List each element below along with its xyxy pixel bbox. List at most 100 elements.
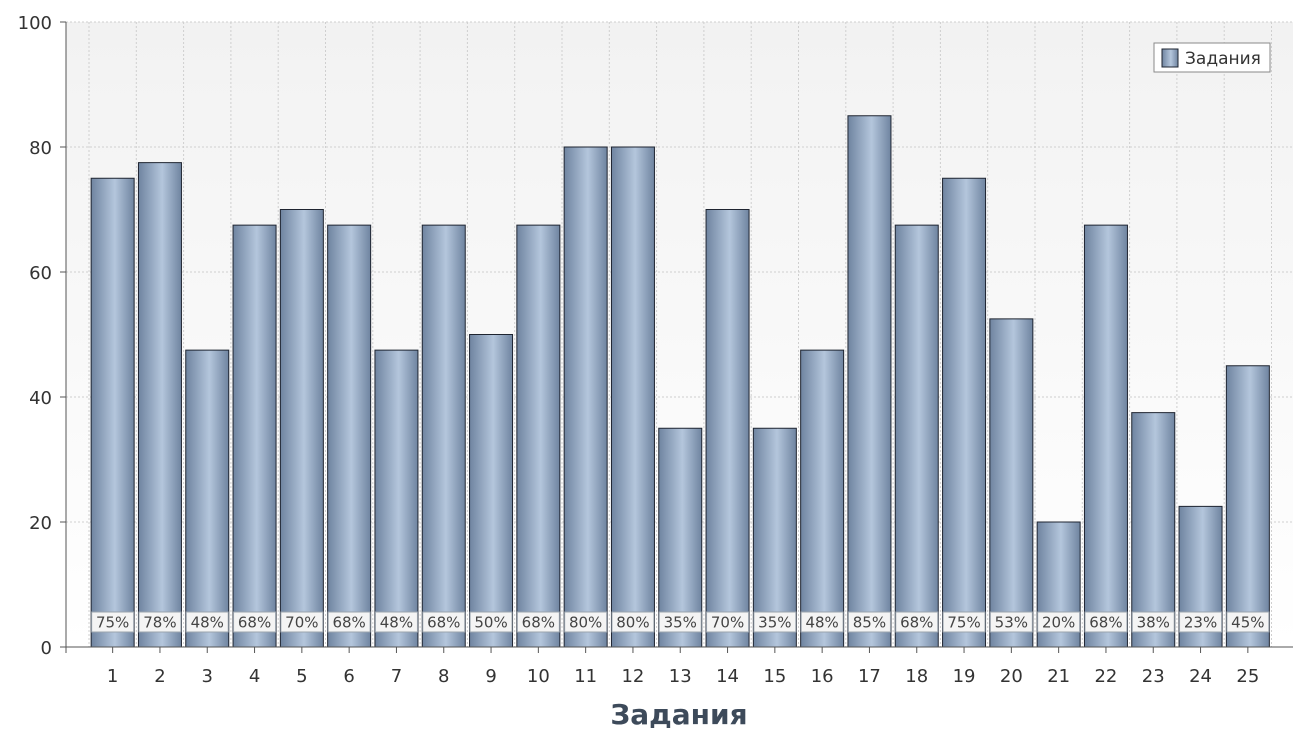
data-label-box <box>280 611 324 633</box>
data-label-box <box>1131 611 1175 633</box>
x-tick-label: 24 <box>1189 666 1212 687</box>
data-label: 20% <box>1042 614 1075 632</box>
bar[interactable] <box>705 209 750 648</box>
bar[interactable] <box>327 224 372 648</box>
x-tick-label: 22 <box>1094 666 1117 687</box>
bar[interactable] <box>989 318 1034 648</box>
bar[interactable] <box>185 349 230 648</box>
x-tick-label: 16 <box>811 666 834 687</box>
bar[interactable] <box>374 349 419 648</box>
bar[interactable] <box>469 334 514 648</box>
data-label-box <box>611 611 655 633</box>
data-label: 68% <box>427 614 460 632</box>
y-tick-label: 100 <box>18 13 52 34</box>
bar[interactable] <box>800 349 845 648</box>
data-label: 70% <box>711 614 744 632</box>
x-tick-label: 14 <box>716 666 739 687</box>
data-label-box <box>989 611 1033 633</box>
x-tick-label: 6 <box>343 666 354 687</box>
data-label-box <box>564 611 608 633</box>
bar[interactable] <box>610 146 655 648</box>
bar[interactable] <box>421 224 466 648</box>
data-label-box <box>895 611 939 633</box>
x-tick-label: 21 <box>1047 666 1070 687</box>
y-tick-label: 0 <box>41 638 52 659</box>
x-tick-label: 12 <box>621 666 644 687</box>
x-tick-label: 20 <box>1000 666 1023 687</box>
data-label: 68% <box>332 614 365 632</box>
y-tick-label: 20 <box>29 513 52 534</box>
data-label-box <box>753 611 797 633</box>
data-label-box <box>800 611 844 633</box>
bar[interactable] <box>232 224 277 648</box>
bar[interactable] <box>279 209 324 648</box>
legend-label: Задания <box>1185 49 1261 69</box>
data-label: 50% <box>474 614 507 632</box>
x-tick-label: 15 <box>763 666 786 687</box>
x-tick-label: 9 <box>485 666 496 687</box>
data-label: 70% <box>285 614 318 632</box>
x-tick-label: 1 <box>107 666 118 687</box>
x-tick-label: 5 <box>296 666 307 687</box>
data-label: 80% <box>569 614 602 632</box>
data-label-box <box>138 611 182 633</box>
y-tick-label: 40 <box>29 388 52 409</box>
data-label-box <box>185 611 229 633</box>
data-label-box <box>327 611 371 633</box>
data-label: 23% <box>1184 614 1217 632</box>
data-label: 78% <box>143 614 176 632</box>
data-label-box <box>422 611 466 633</box>
x-tick-label: 19 <box>953 666 976 687</box>
data-label-box <box>469 611 513 633</box>
data-label-box <box>706 611 750 633</box>
data-label: 45% <box>1231 614 1264 632</box>
x-tick-label: 8 <box>438 666 449 687</box>
data-label-box <box>91 611 135 633</box>
data-label: 68% <box>1089 614 1122 632</box>
data-label-box <box>847 611 891 633</box>
bar[interactable] <box>137 162 182 648</box>
data-label: 68% <box>900 614 933 632</box>
bar[interactable] <box>516 224 561 648</box>
x-tick-label: 18 <box>905 666 928 687</box>
x-tick-label: 4 <box>249 666 260 687</box>
data-label-box <box>658 611 702 633</box>
data-label: 75% <box>96 614 129 632</box>
x-tick-label: 3 <box>202 666 213 687</box>
data-label: 35% <box>758 614 791 632</box>
y-tick-label: 80 <box>29 138 52 159</box>
bar[interactable] <box>942 177 987 648</box>
data-label-box <box>516 611 560 633</box>
data-label-box <box>374 611 418 633</box>
bar[interactable] <box>847 115 892 648</box>
x-tick-label: 10 <box>527 666 550 687</box>
data-label-box <box>1179 611 1223 633</box>
bar[interactable] <box>1131 412 1176 648</box>
bar[interactable] <box>1225 365 1270 648</box>
data-label: 68% <box>522 614 555 632</box>
data-label: 48% <box>380 614 413 632</box>
bar[interactable] <box>894 224 939 648</box>
data-label: 85% <box>853 614 886 632</box>
x-tick-label: 11 <box>574 666 597 687</box>
data-label: 68% <box>238 614 271 632</box>
data-label-box <box>942 611 986 633</box>
data-label: 75% <box>947 614 980 632</box>
x-axis-title: Задания <box>610 698 747 729</box>
bar[interactable] <box>563 146 608 648</box>
data-label: 53% <box>995 614 1028 632</box>
bar[interactable] <box>1083 224 1128 648</box>
x-tick-label: 2 <box>154 666 165 687</box>
legend-swatch <box>1161 48 1179 68</box>
data-label-box <box>1226 611 1270 633</box>
x-tick-label: 7 <box>391 666 402 687</box>
data-label-box <box>233 611 277 633</box>
data-label-box <box>1084 611 1128 633</box>
data-label: 48% <box>805 614 838 632</box>
bar[interactable] <box>90 177 135 648</box>
data-label: 38% <box>1137 614 1170 632</box>
x-tick-label: 17 <box>858 666 881 687</box>
legend: Задания <box>1153 42 1271 73</box>
